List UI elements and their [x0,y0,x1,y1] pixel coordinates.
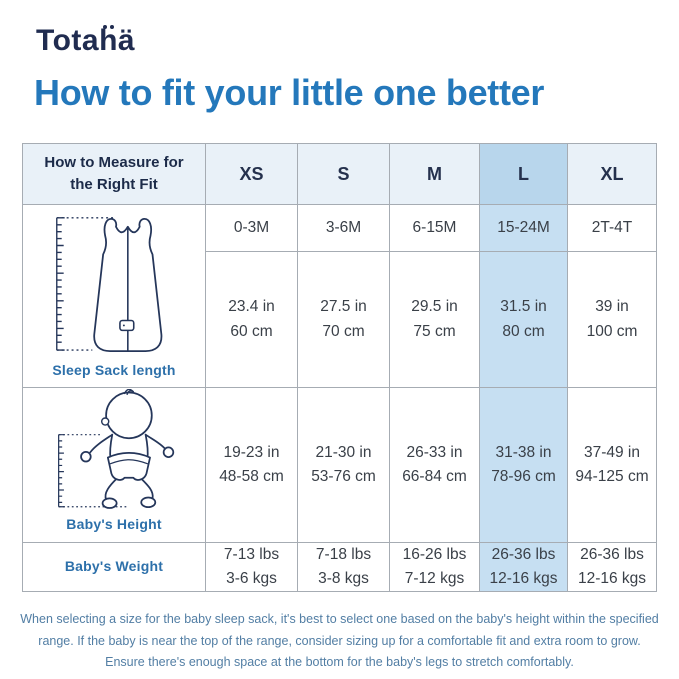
table-header-row: How to Measure for the Right Fit XS S M … [22,143,657,205]
length-cell-l-highlighted: 31.5 in 80 cm [479,251,568,388]
baby-height-row: Baby's Height 19-23 in 48-58 cm 21-30 in 5… [22,387,657,543]
sizing-advice-text: When selecting a size for the baby sleep… [0,609,679,674]
age-cell-m: 6-15M [389,204,480,252]
length-cell-m: 29.5 in 75 cm [389,251,480,388]
baby-outline [80,389,175,509]
weight-cell-l-highlighted: 26-36 lbs 12-16 kgs [479,541,568,593]
baby-weight-label: Baby's Weight [64,558,164,575]
age-cell-s: 3-6M [297,204,390,252]
age-cell-l-highlighted: 15-24M [479,204,568,252]
page-title: How to fit your little one better [34,72,545,113]
corner-header: How to Measure for the Right Fit [22,143,206,205]
zipper-pull [118,319,135,331]
col-header-m: M [389,143,480,205]
height-cell-xs: 19-23 in 48-58 cm [205,387,298,543]
height-cell-m: 26-33 in 66-84 cm [389,387,480,543]
col-header-xl: XL [567,143,657,205]
ruler-icon [55,216,114,351]
sleep-sack-illustration [55,216,162,352]
size-chart-table: How to Measure for the Right Fit XS S M … [22,143,657,593]
sizing-advice-line-2: range. If the baby is near the top of th… [38,633,641,648]
baby-height-label: Baby's Height [66,516,162,532]
sizing-advice-line-3: Ensure there's enough space at the botto… [105,655,574,669]
col-header-xs: XS [205,143,298,205]
sleep-sack-outline [92,217,162,352]
sleep-sack-length-label: Sleep Sack length [52,361,176,378]
col-header-s: S [297,143,390,205]
weight-cell-xl: 26-36 lbs 12-16 kgs [567,541,657,593]
height-cell-l-highlighted: 31-38 in 78-96 cm [479,387,568,543]
height-cell-xl: 37-49 in 94-125 cm [567,387,657,543]
baby-height-cell: Baby's Height [22,387,206,543]
age-cell-xs: 0-3M [205,204,298,252]
logo-h-dots-decoration [103,25,107,29]
age-cell-xl: 2T-4T [567,204,657,252]
sleep-sack-length-cell: Sleep Sack length [22,204,206,388]
length-cell-xl: 39 in 100 cm [567,251,657,388]
col-header-l-highlighted: L [479,143,568,205]
brand-logo: Totahä [36,24,136,57]
age-range-row: Sleep Sack length 0-3M 3-6M 6-15M 15-24M… [22,204,657,388]
weight-cell-s: 7-18 lbs 3-8 kgs [297,541,390,593]
baby-weight-row: Baby's Weight 7-13 lbs 3-6 kgs 7-18 lbs 3-… [22,541,657,593]
weight-cell-xs: 7-13 lbs 3-6 kgs [205,541,298,593]
length-cell-xs: 23.4 in 60 cm [205,251,298,388]
height-cell-s: 21-30 in 53-76 cm [297,387,390,543]
baby-weight-label-cell: Baby's Weight [22,541,206,593]
sack-length-row: 23.4 in 60 cm 27.5 in 70 cm 29.5 in 75 cm 3… [23,251,657,388]
baby-illustration [58,389,175,509]
weight-cell-m: 16-26 lbs 7-12 kgs [389,541,480,593]
sizing-advice-line-1: When selecting a size for the baby sleep… [20,612,659,626]
length-cell-s: 27.5 in 70 cm [297,251,390,388]
